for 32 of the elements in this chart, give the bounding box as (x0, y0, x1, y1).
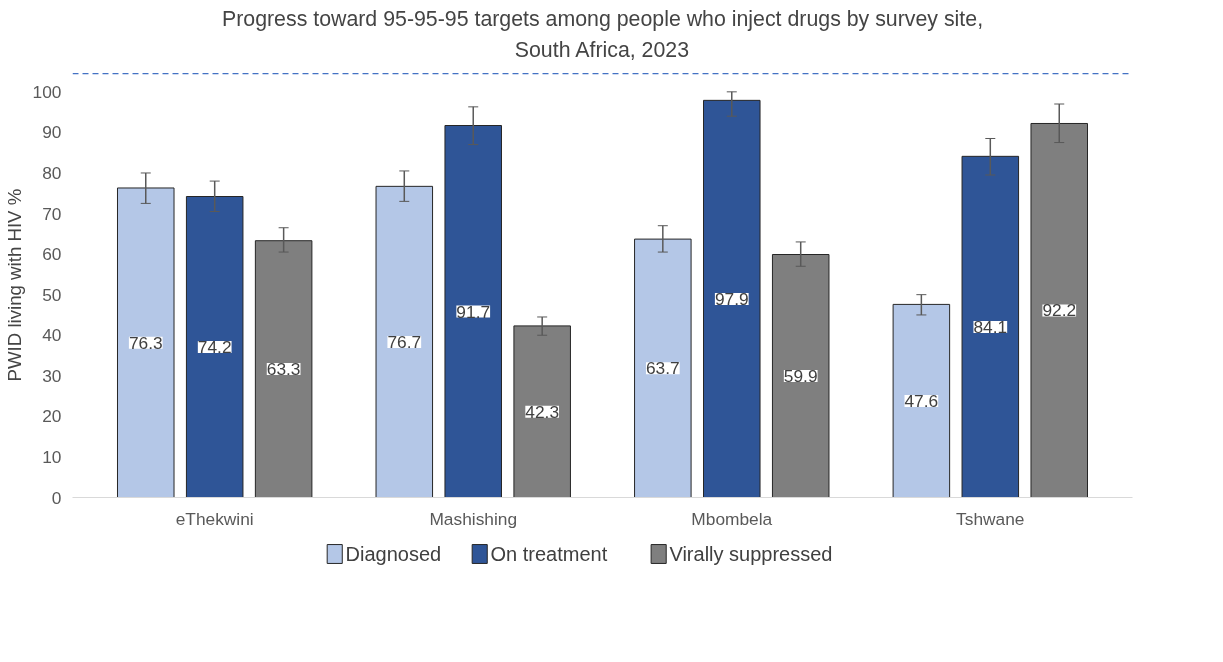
data-label: 84.1 (973, 316, 1008, 337)
y-tick-label: 10 (42, 446, 62, 467)
data-label: 63.3 (266, 359, 301, 380)
y-tick-label: 20 (42, 406, 62, 427)
legend-label: Diagnosed (345, 543, 442, 565)
x-tick-label: eThekwini (175, 508, 254, 529)
y-tick-label: 0 (51, 487, 62, 508)
data-label: 74.2 (197, 337, 232, 357)
y-axis-title: PWID living with HIV % (3, 188, 25, 382)
data-label: 63.7 (645, 358, 680, 379)
y-tick-label: 50 (42, 284, 62, 305)
y-tick-label: 60 (42, 244, 62, 265)
y-tick-label: 90 (42, 122, 62, 143)
legend-label: Virally suppressed (669, 543, 833, 565)
data-label: 91.7 (456, 301, 491, 322)
data-label: 76.3 (128, 332, 163, 353)
x-tick-label: Mashishing (429, 508, 518, 529)
x-tick-label: Mbombela (691, 508, 773, 529)
y-tick-label: 100 (32, 81, 62, 102)
data-label: 92.2 (1042, 300, 1077, 321)
legend-label: On treatment (490, 543, 608, 565)
y-tick-label: 30 (42, 365, 62, 386)
data-label: 76.7 (387, 331, 422, 352)
chart-title: Progress toward 95-95-95 targets among people who inject drugs by survey site, South Africa, 2023 (221, 7, 984, 63)
y-tick-label: 70 (42, 203, 62, 224)
y-tick-label: 80 (42, 162, 62, 183)
data-label: 47.6 (904, 390, 939, 411)
x-tick-label: Tshwane (956, 508, 1025, 529)
data-label: 97.9 (714, 288, 749, 309)
data-label: 42.3 (525, 401, 560, 422)
data-label: 59.9 (783, 366, 818, 386)
y-tick-label: 40 (42, 325, 62, 346)
